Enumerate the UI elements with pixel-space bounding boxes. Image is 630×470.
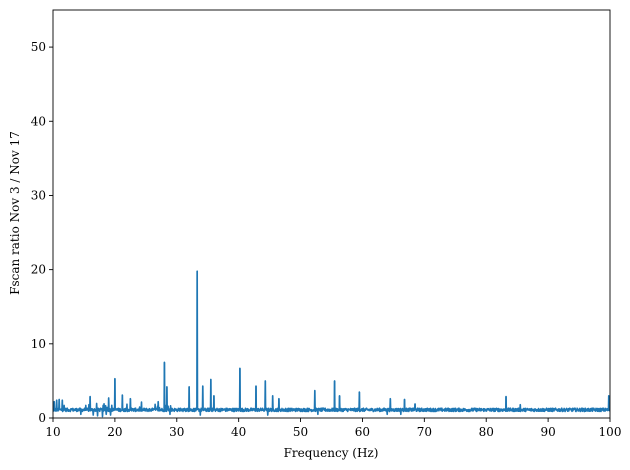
x-tick-label: 10 (45, 425, 60, 439)
x-tick-label: 60 (355, 425, 370, 439)
plot-frame (52, 9, 611, 419)
y-axis-label: Fscan ratio Nov 3 / Nov 17 (8, 131, 22, 295)
x-axis-label: Frequency (Hz) (284, 446, 379, 460)
plot-area (53, 270, 610, 418)
x-tick-label: 80 (479, 425, 494, 439)
x-tick-label: 30 (169, 425, 184, 439)
x-tick-label: 20 (107, 425, 122, 439)
x-tick-label: 90 (540, 425, 555, 439)
y-tick-label: 20 (31, 263, 46, 277)
x-tick-label: 50 (293, 425, 308, 439)
x-tick-label: 70 (417, 425, 432, 439)
x-tick-label: 40 (231, 425, 246, 439)
y-tick-label: 50 (31, 40, 46, 54)
series-line (53, 270, 610, 418)
y-tick-label: 0 (38, 411, 46, 425)
y-tick-label: 30 (31, 188, 46, 202)
x-tick-label: 100 (599, 425, 622, 439)
y-tick-label: 10 (31, 337, 46, 351)
y-tick-label: 40 (31, 114, 46, 128)
